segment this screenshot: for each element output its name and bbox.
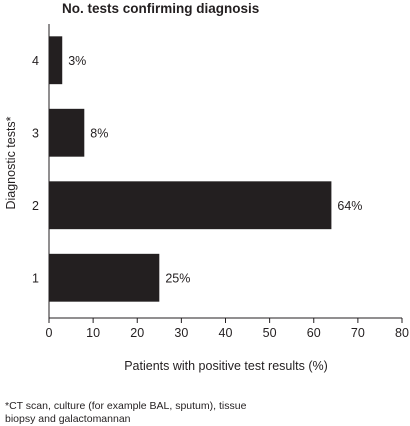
bars-group [49, 36, 332, 302]
bar-2 [49, 181, 332, 230]
chart-title: No. tests confirming diagnosis [62, 1, 260, 16]
x-ticks: 0 10 20 30 40 50 60 70 80 [46, 318, 409, 340]
bar-3 [49, 108, 85, 157]
data-label-3: 8% [90, 126, 108, 140]
data-label-4: 3% [68, 54, 86, 68]
y-axis-label: Diagnostic tests* [4, 116, 18, 209]
x-tick-label-30: 30 [174, 326, 188, 340]
category-label-1: 1 [32, 271, 39, 285]
x-tick-label-0: 0 [46, 326, 53, 340]
data-labels: 3% 8% 64% 25% [68, 54, 362, 286]
data-label-2: 64% [337, 199, 362, 213]
x-tick-label-20: 20 [130, 326, 144, 340]
data-label-1: 25% [165, 271, 190, 285]
bar-1 [49, 253, 160, 302]
bar-4 [49, 36, 63, 85]
category-labels: 4 3 2 1 [32, 54, 39, 286]
footnote: *CT scan, culture (for example BAL, sput… [5, 400, 247, 425]
category-label-2: 2 [32, 199, 39, 213]
x-tick-label-40: 40 [219, 326, 233, 340]
x-tick-label-50: 50 [263, 326, 277, 340]
x-tick-label-10: 10 [86, 326, 100, 340]
x-tick-label-70: 70 [351, 326, 365, 340]
x-tick-label-60: 60 [307, 326, 321, 340]
x-tick-label-80: 80 [395, 326, 409, 340]
x-axis-label: Patients with positive test results (%) [124, 359, 328, 373]
category-label-3: 3 [32, 126, 39, 140]
category-label-4: 4 [32, 54, 39, 68]
